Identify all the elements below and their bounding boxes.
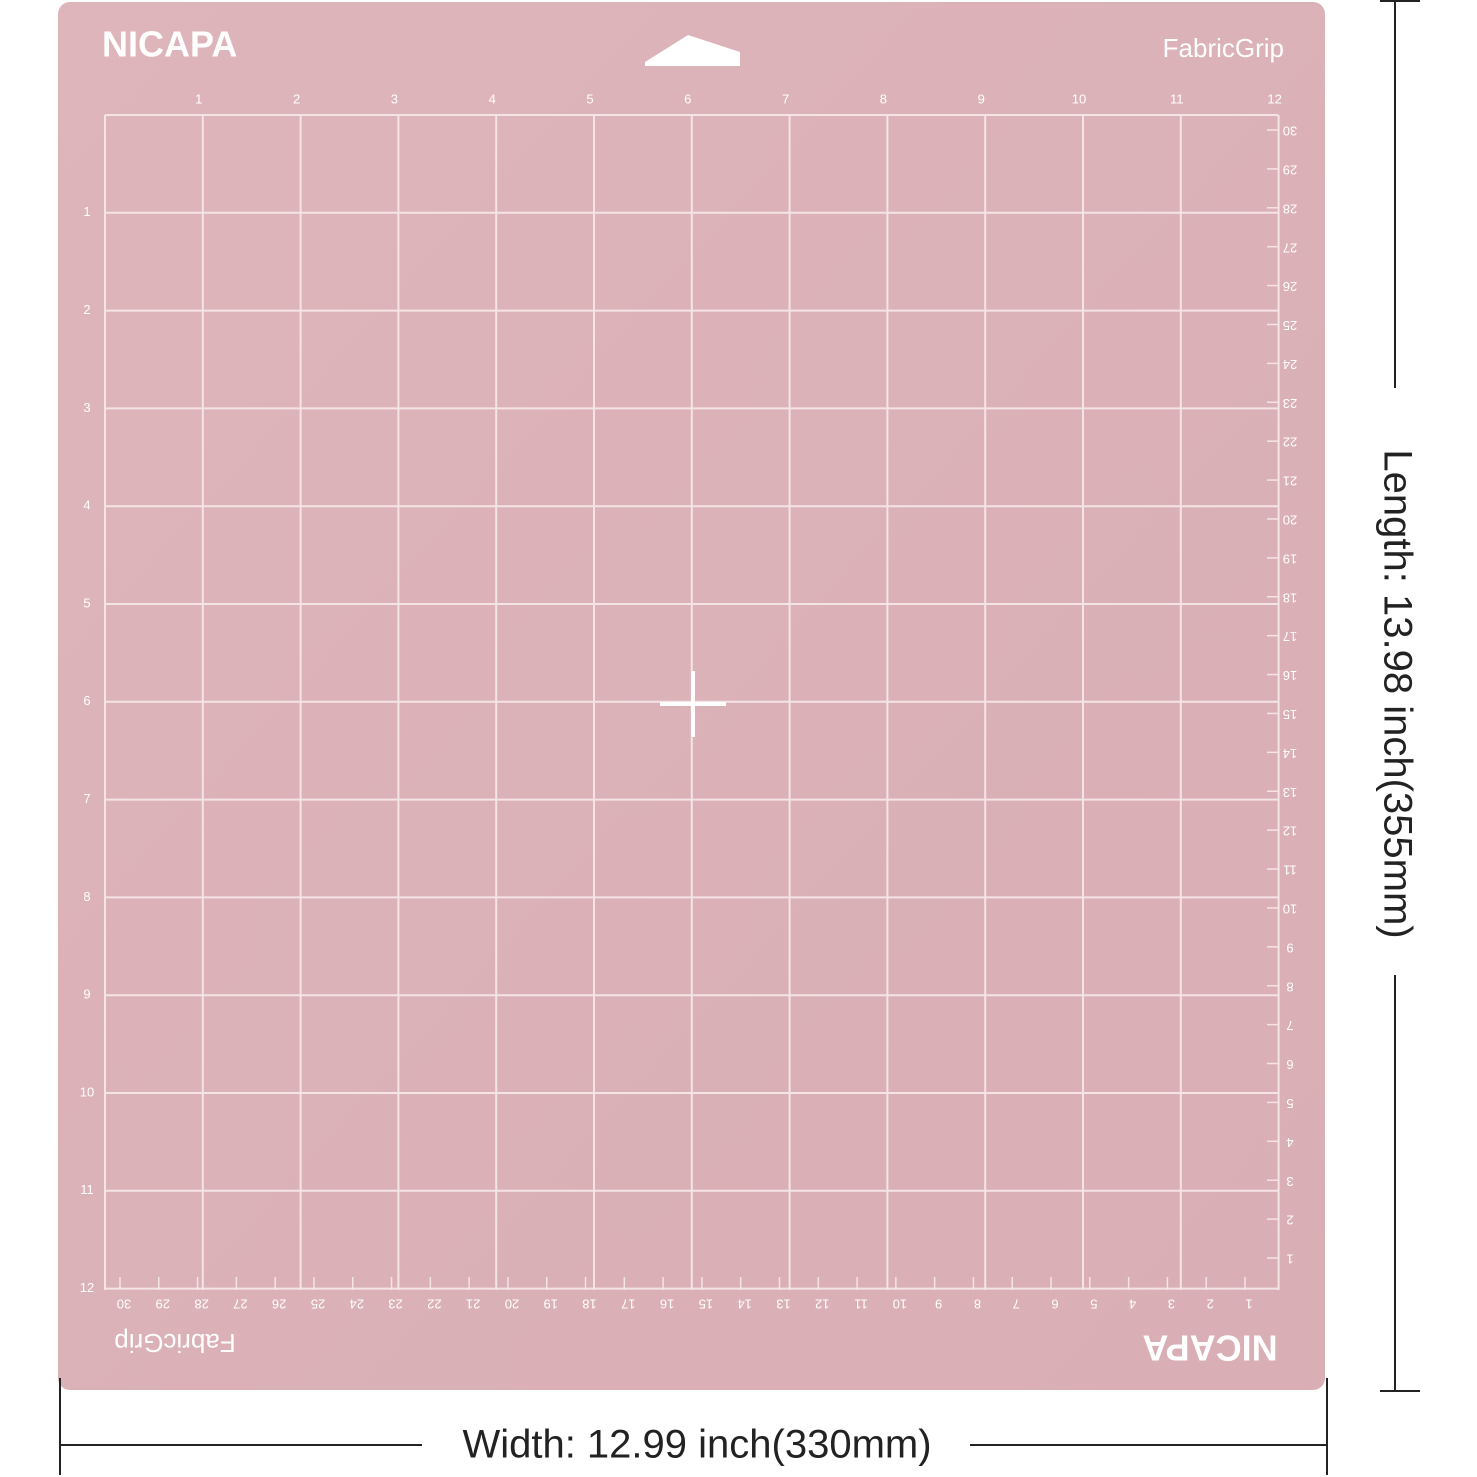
bottom-ruler-label: 6 — [1051, 1297, 1058, 1312]
bottom-ruler-label: 4 — [1129, 1297, 1136, 1312]
left-ruler-label: 9 — [83, 987, 90, 1002]
bottom-ruler-label: 11 — [854, 1297, 868, 1312]
right-ruler-label: 7 — [1286, 1018, 1293, 1033]
right-ruler-label: 23 — [1283, 396, 1297, 411]
right-ruler-label: 25 — [1283, 318, 1297, 333]
right-ruler-label: 17 — [1283, 629, 1297, 644]
grid — [104, 114, 1280, 1290]
hanger-hole — [645, 35, 740, 66]
left-ruler-label: 11 — [80, 1182, 94, 1197]
right-ruler-label: 20 — [1283, 513, 1297, 528]
top-ruler-label: 12 — [1267, 91, 1281, 106]
bottom-ruler-label: 13 — [776, 1297, 790, 1312]
right-ruler-label: 28 — [1283, 201, 1297, 216]
left-ruler-label: 3 — [83, 400, 90, 415]
bottom-grip-label: FabricGrip — [114, 1328, 235, 1358]
right-ruler-label: 5 — [1286, 1096, 1293, 1111]
left-ruler-label: 6 — [83, 693, 90, 708]
right-ruler-label: 3 — [1286, 1174, 1293, 1189]
bottom-ruler-label: 16 — [660, 1297, 674, 1312]
width-label: Width: 12.99 inch(330mm) — [462, 1423, 931, 1467]
bottom-ruler-label: 29 — [156, 1297, 170, 1312]
right-ruler-label: 22 — [1283, 435, 1297, 450]
left-ruler-label: 5 — [83, 595, 90, 610]
right-ruler-label: 21 — [1283, 474, 1297, 489]
right-ruler-label: 15 — [1283, 707, 1297, 722]
bottom-ruler-label: 28 — [194, 1297, 208, 1312]
width-dimension — [59, 1378, 1328, 1475]
top-ruler-label: 7 — [782, 91, 789, 106]
bottom-ruler-label: 20 — [505, 1297, 519, 1312]
bottom-ruler-label: 15 — [699, 1297, 713, 1312]
left-ruler-label: 7 — [83, 791, 90, 806]
bottom-ruler-label: 3 — [1168, 1297, 1175, 1312]
bottom-ruler-label: 2 — [1207, 1297, 1214, 1312]
top-ruler-label: 5 — [586, 91, 593, 106]
top-ruler-label: 10 — [1072, 91, 1086, 106]
bottom-ruler-label: 14 — [737, 1297, 751, 1312]
left-ruler-label: 2 — [83, 302, 90, 317]
bottom-ruler-label: 25 — [311, 1297, 325, 1312]
bottom-ruler-label: 23 — [388, 1297, 402, 1312]
bottom-ruler-label: 5 — [1090, 1297, 1097, 1312]
bottom-ruler-label: 21 — [466, 1297, 480, 1312]
top-ruler-label: 11 — [1170, 91, 1184, 106]
left-ruler-label: 8 — [83, 889, 90, 904]
right-ruler-label: 24 — [1283, 357, 1297, 372]
right-ruler-label: 14 — [1283, 746, 1297, 761]
brand: NICAPA — [102, 24, 237, 65]
right-ruler-label: 11 — [1283, 863, 1297, 878]
crosshair — [660, 671, 726, 737]
bottom-ruler-label: 27 — [233, 1297, 247, 1312]
bottom-ruler-label: 18 — [582, 1297, 596, 1312]
bottom-brand: NICAPA — [1142, 1327, 1277, 1368]
right-ruler-label: 19 — [1283, 551, 1297, 566]
top-ruler-label: 2 — [293, 91, 300, 106]
top-ruler-label: 1 — [195, 91, 202, 106]
bottom-ruler-label: 12 — [815, 1297, 829, 1312]
left-ruler-label: 1 — [83, 204, 90, 219]
bottom-ruler-label: 30 — [117, 1297, 131, 1312]
right-ruler-label: 13 — [1283, 785, 1297, 800]
right-ruler-label: 16 — [1283, 668, 1297, 683]
right-ruler-label: 12 — [1283, 824, 1297, 839]
left-ruler-label: 10 — [80, 1084, 94, 1099]
bottom-ruler-label: 22 — [427, 1297, 441, 1312]
right-ruler-label: 8 — [1286, 979, 1293, 994]
right-ruler-label: 18 — [1283, 590, 1297, 605]
length-dimension — [1380, 0, 1420, 1392]
bottom-ruler-label: 17 — [621, 1297, 635, 1312]
right-ruler-label: 2 — [1286, 1213, 1293, 1228]
right-ruler-label: 30 — [1283, 124, 1297, 139]
right-ruler-label: 10 — [1283, 901, 1297, 916]
top-ruler-label: 6 — [684, 91, 691, 106]
top-ruler-label: 3 — [391, 91, 398, 106]
right-ruler-label: 29 — [1283, 162, 1297, 177]
bottom-ruler-label: 10 — [893, 1297, 907, 1312]
bottom-ruler-label: 24 — [350, 1297, 364, 1312]
right-ruler-label: 4 — [1286, 1135, 1293, 1150]
left-ruler-label: 12 — [80, 1280, 94, 1295]
bottom-ruler-label: 19 — [543, 1297, 557, 1312]
top-ruler-label: 8 — [880, 91, 887, 106]
right-ruler-label: 6 — [1286, 1057, 1293, 1072]
top-ruler-label: 4 — [489, 91, 496, 106]
length-label: Length: 13.98 inch(355mm) — [1375, 449, 1419, 938]
bottom-ruler-label: 1 — [1245, 1297, 1252, 1312]
bottom-ruler-label: 26 — [272, 1297, 286, 1312]
grip-label: FabricGrip — [1163, 33, 1284, 63]
right-ruler-label: 26 — [1283, 279, 1297, 294]
left-ruler-label: 4 — [83, 498, 90, 513]
bottom-ruler-label: 9 — [935, 1297, 942, 1312]
right-ruler-label: 27 — [1283, 240, 1297, 255]
right-ruler-label: 1 — [1286, 1252, 1293, 1267]
right-ruler-label: 9 — [1286, 940, 1293, 955]
top-ruler-label: 9 — [978, 91, 985, 106]
bottom-ruler-label: 8 — [974, 1297, 981, 1312]
bottom-ruler-label: 7 — [1013, 1297, 1020, 1312]
